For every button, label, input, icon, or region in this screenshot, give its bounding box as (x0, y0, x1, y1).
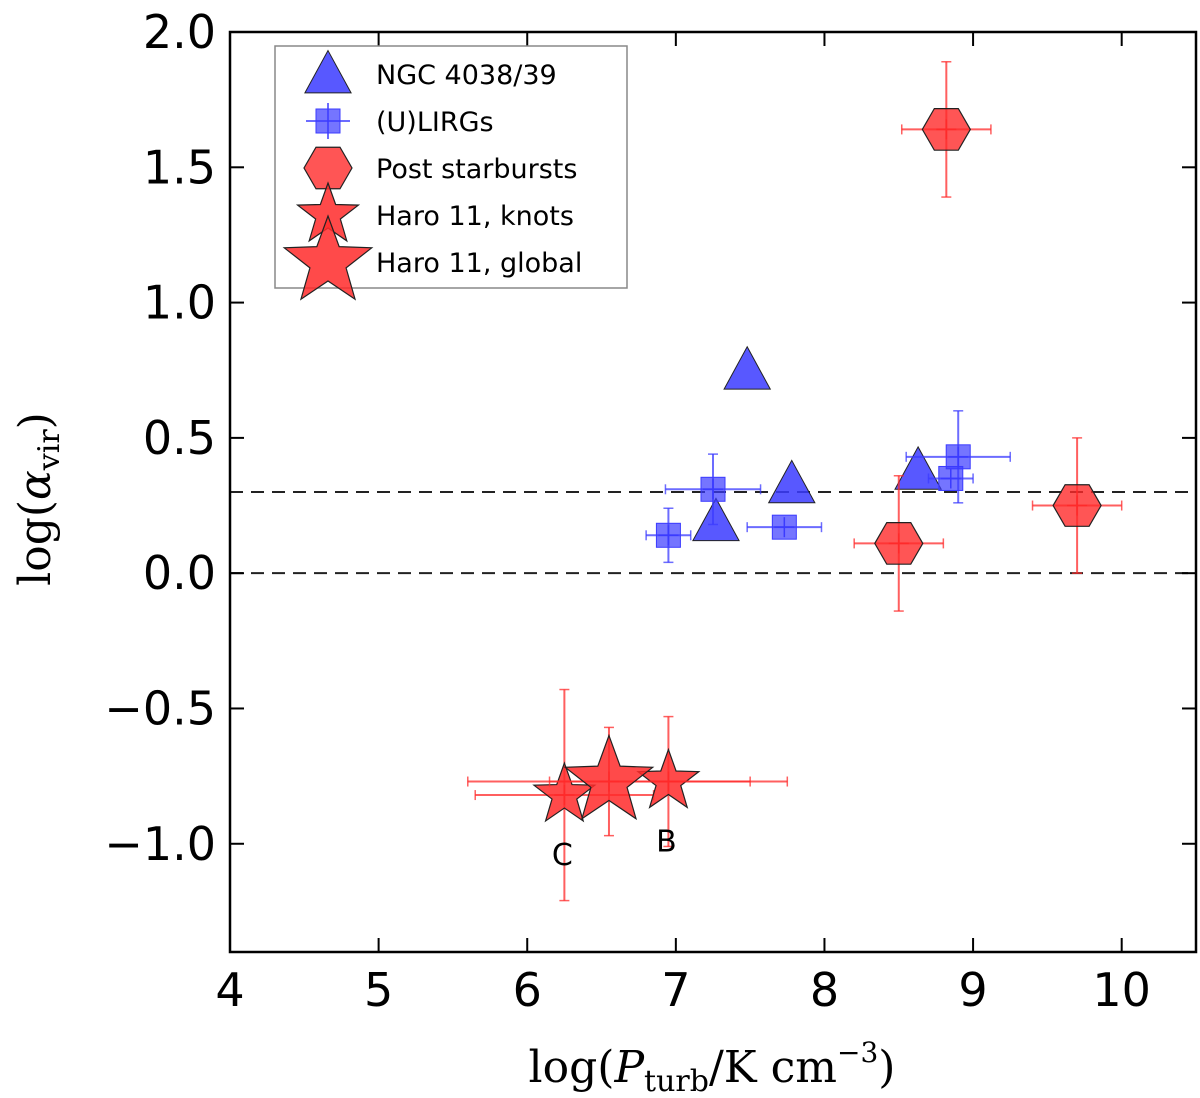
legend-entry: NGC 4038/39 (304, 49, 557, 94)
legend-entry: Haro 11, knots (295, 181, 574, 243)
legend-entry: Post starbursts (303, 146, 577, 190)
y-tick-label: −0.5 (104, 681, 216, 735)
data-point-4-0 (467, 726, 751, 837)
triangle-marker (894, 445, 943, 490)
y-tick-label: 2.0 (143, 5, 216, 59)
axes-frame (228, 30, 1198, 954)
legend-star-large-marker (282, 214, 374, 301)
legend-label: Haro 11, global (376, 248, 582, 279)
data-point-0-0 (723, 345, 772, 390)
x-tick-label: 7 (661, 963, 690, 1017)
legend: NGC 4038/39 (U)LIRGs Post starbursts Haro 1… (274, 45, 628, 301)
data-point-2-2 (1031, 437, 1123, 574)
legend-entry: Haro 11, global (282, 214, 582, 301)
legend-label: (U)LIRGs (376, 107, 494, 138)
y-tick-label: 1.0 (143, 276, 216, 330)
legend-square-marker (315, 108, 341, 134)
data-point-1-0 (645, 507, 692, 564)
x-tick-label: 4 (215, 963, 244, 1017)
point-annotation-B: B (656, 825, 677, 860)
data-point-1-4 (905, 410, 1011, 504)
data-point-1-2 (746, 514, 823, 540)
x-tick-label: 10 (1092, 963, 1151, 1017)
legend-entry: (U)LIRGs (306, 103, 494, 139)
triangle-marker (723, 345, 772, 390)
y-tick-label: 1.5 (143, 140, 216, 194)
legend-hexagon-marker (303, 146, 353, 190)
data-point-0-1 (692, 497, 740, 542)
y-tick-label: 0.5 (143, 411, 216, 465)
x-axis-label: log(Pturb/K cm−3) (529, 1036, 896, 1098)
legend-label: Post starbursts (376, 154, 577, 185)
y-tick-label: 0.0 (143, 546, 216, 600)
x-tick-label: 6 (513, 963, 542, 1017)
data-point-2-0 (900, 61, 992, 198)
legend-triangle-marker (304, 49, 352, 94)
data-point-0-2 (767, 459, 816, 504)
axes: 4 5 6 7 8 9 10 −1.0 −0.5 0.0 0.5 1.0 1.5 2.0 (104, 5, 1198, 1017)
triangle-marker (767, 459, 816, 504)
legend-label: NGC 4038/39 (376, 60, 557, 91)
triangle-marker (692, 497, 740, 542)
x-tick-label: 8 (810, 963, 839, 1017)
legend-label: Haro 11, knots (376, 201, 574, 232)
point-annotation-C: C (552, 838, 573, 873)
x-tick-label: 5 (364, 963, 393, 1017)
x-tick-label: 9 (958, 963, 987, 1017)
y-tick-label: −1.0 (104, 817, 216, 871)
y-axis-label: log(αvir) (10, 412, 67, 586)
data-point-0-3 (894, 445, 943, 490)
data-point-2-1 (853, 475, 945, 612)
data-point-1-1 (664, 453, 762, 526)
